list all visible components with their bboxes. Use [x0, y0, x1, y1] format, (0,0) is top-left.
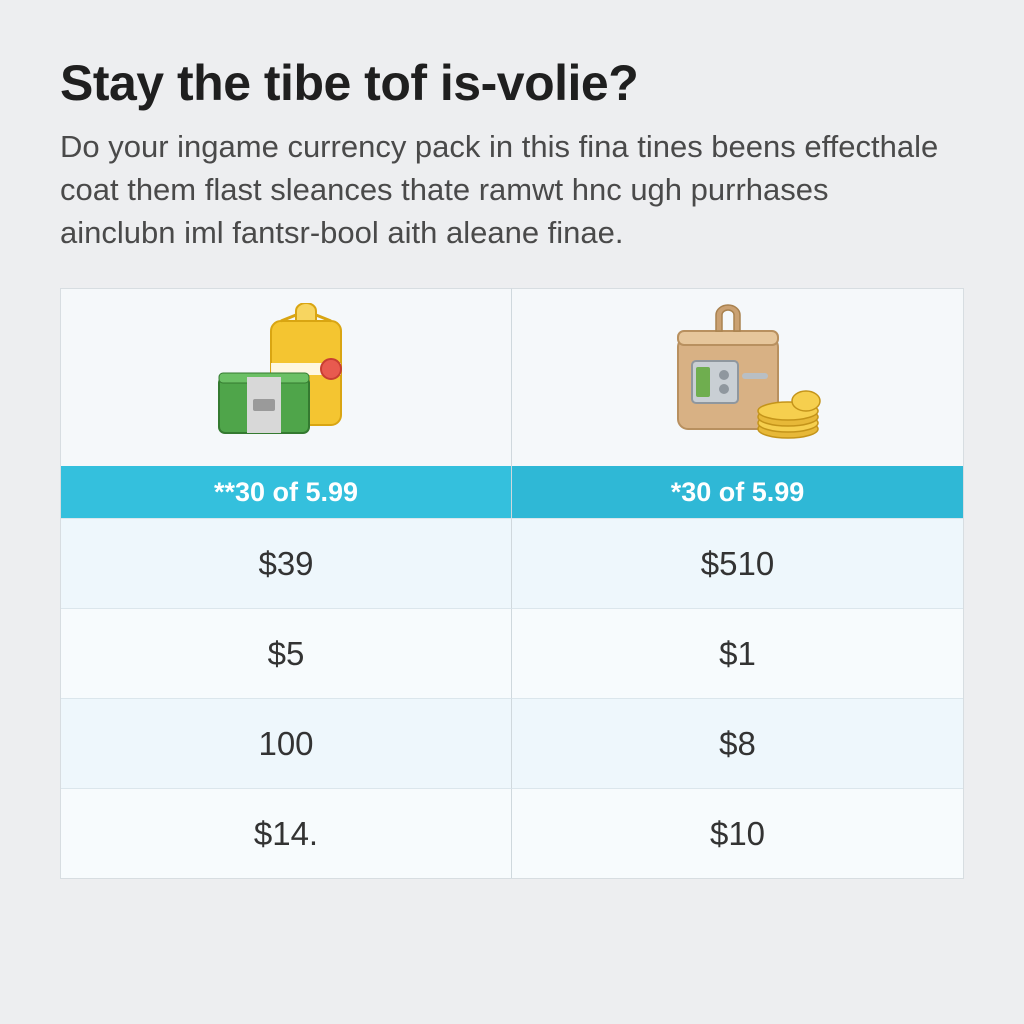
pricing-table: **30 of 5.99 *30 of 5.99 $39 $510 $5 $1 … [60, 288, 964, 879]
cash-pack-icon [191, 303, 381, 453]
table-row: $5 $1 [61, 608, 963, 698]
price-value: 100 [258, 725, 313, 763]
price-value: $10 [710, 815, 765, 853]
pack-icon-cell-right [512, 288, 963, 466]
table-row: $14. $10 [61, 788, 963, 878]
page-subtitle: Do your ingame currency pack in this fin… [60, 126, 940, 254]
column-header-label: *30 of 5.99 [671, 477, 805, 508]
safe-coins-icon [638, 303, 838, 453]
price-value: $1 [719, 635, 756, 673]
table-icon-row [61, 288, 963, 466]
column-header-label: **30 of 5.99 [214, 477, 358, 508]
table-row: $39 $510 [61, 518, 963, 608]
price-cell: 100 [61, 698, 512, 788]
price-value: $14. [254, 815, 318, 853]
price-value: $5 [268, 635, 305, 673]
price-value: $39 [258, 545, 313, 583]
price-cell: $5 [61, 608, 512, 698]
column-header-left: **30 of 5.99 [61, 466, 512, 518]
page-title: Stay the tibe tof is-volie? [60, 54, 964, 112]
pack-icon-cell-left [61, 288, 512, 466]
price-value: $8 [719, 725, 756, 763]
price-cell: $8 [512, 698, 963, 788]
price-value: $510 [701, 545, 774, 583]
price-cell: $10 [512, 788, 963, 878]
price-cell: $1 [512, 608, 963, 698]
column-header-right: *30 of 5.99 [512, 466, 963, 518]
price-cell: $14. [61, 788, 512, 878]
price-cell: $39 [61, 518, 512, 608]
table-header-row: **30 of 5.99 *30 of 5.99 [61, 466, 963, 518]
price-cell: $510 [512, 518, 963, 608]
table-row: 100 $8 [61, 698, 963, 788]
